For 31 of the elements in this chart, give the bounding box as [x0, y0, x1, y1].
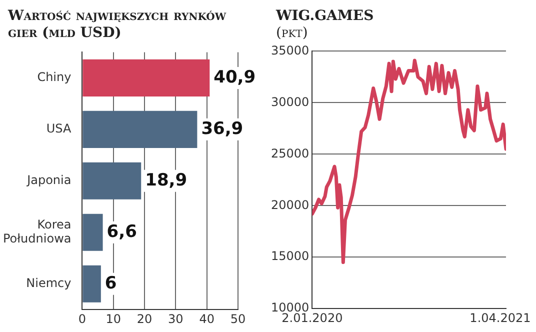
chart-title: Wartość największych rynków gier (mld USD)	[8, 8, 228, 42]
data-label: 36,9	[201, 118, 244, 139]
bar	[82, 162, 142, 200]
x-tick-label: 0	[78, 312, 86, 326]
x-tick-label: 1.04.2021	[470, 310, 531, 325]
x-tick-label: 30	[168, 312, 184, 326]
y-tick-label: Japonia	[26, 173, 72, 188]
y-tick-label: 35000	[270, 43, 310, 58]
y-tick-label: 25000	[270, 146, 310, 160]
y-tick-label: Chiny	[37, 70, 72, 84]
chart-title: WIG.GAMES	[276, 8, 375, 25]
data-label: 40,9	[214, 67, 256, 88]
y-tick-label: Niemcy	[26, 276, 72, 290]
x-tick-label: 40	[199, 312, 214, 326]
x-tick-label: 2.01.2020	[282, 310, 343, 325]
bar	[82, 59, 210, 96]
data-label: 6	[104, 273, 117, 294]
y-tick-label: USA	[46, 122, 72, 136]
chart-subtitle: (pkt)	[276, 25, 309, 41]
data-label: 18,9	[145, 170, 188, 190]
y-tick-label: 30000	[270, 94, 310, 109]
x-tick-label: 50	[230, 312, 246, 326]
data-label: 6,6	[106, 222, 137, 242]
x-tick-label: 10	[106, 312, 122, 326]
x-tick-label: 20	[136, 312, 152, 326]
y-tick-label: Korea Południowa	[3, 217, 72, 246]
bar	[82, 110, 198, 148]
bar	[82, 214, 103, 251]
y-tick-label: 20000	[270, 198, 310, 212]
y-tick-label: 15000	[270, 249, 310, 264]
bar	[82, 265, 101, 302]
